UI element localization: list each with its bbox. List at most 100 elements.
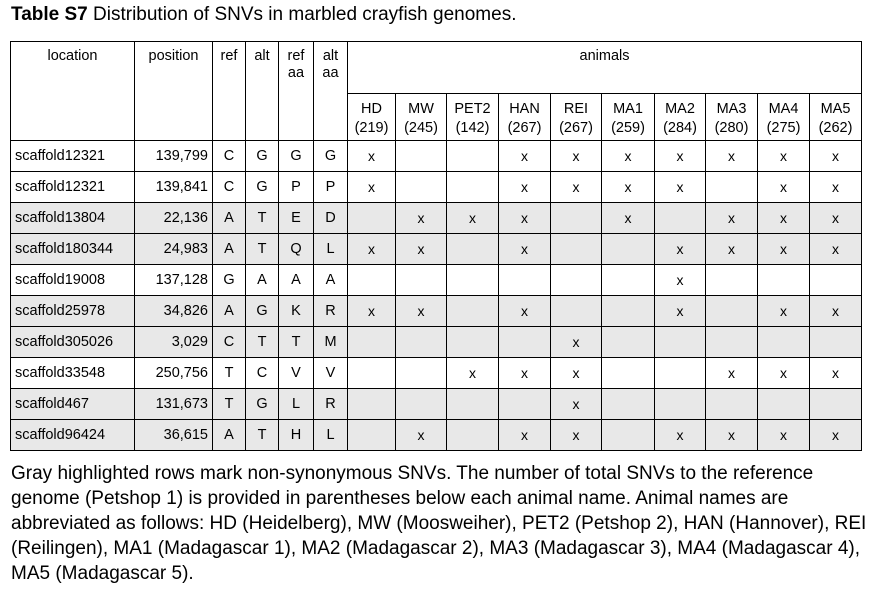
cell-alt-aa: R (313, 388, 348, 420)
cell-presence-ma5: x (809, 140, 862, 172)
animal-name: MA1 (613, 101, 643, 117)
cell-ref: C (212, 326, 246, 358)
cell-presence-ma1 (601, 264, 655, 296)
cell-alt: G (245, 388, 279, 420)
animal-snv-count: (267) (559, 120, 593, 136)
cell-presence-ma2: x (654, 171, 706, 203)
cell-location: scaffold19008 (10, 264, 135, 296)
cell-ref-aa: A (278, 264, 314, 296)
cell-alt-aa: R (313, 295, 348, 327)
cell-presence-ma4 (757, 264, 810, 296)
cell-presence-ma4 (757, 388, 810, 420)
cell-presence-pet2 (446, 140, 499, 172)
cell-presence-ma2 (654, 326, 706, 358)
cell-presence-ma1: x (601, 202, 655, 234)
cell-presence-ma1 (601, 295, 655, 327)
cell-presence-pet2 (446, 264, 499, 296)
cell-presence-han: x (498, 233, 551, 265)
cell-presence-ma5: x (809, 357, 862, 389)
cell-presence-ma3 (705, 295, 758, 327)
cell-presence-ma1 (601, 388, 655, 420)
cell-ref: A (212, 202, 246, 234)
cell-presence-han: x (498, 419, 551, 451)
cell-presence-mw (395, 264, 447, 296)
cell-presence-ma1 (601, 233, 655, 265)
cell-presence-mw: x (395, 233, 447, 265)
cell-ref-aa: G (278, 140, 314, 172)
cell-alt-aa: D (313, 202, 348, 234)
cell-presence-ma2: x (654, 264, 706, 296)
cell-presence-ma3: x (705, 357, 758, 389)
cell-presence-ma1 (601, 357, 655, 389)
cell-presence-pet2 (446, 233, 499, 265)
cell-presence-han (498, 388, 551, 420)
cell-presence-rei: x (550, 171, 602, 203)
cell-presence-mw: x (395, 202, 447, 234)
cell-presence-ma3: x (705, 419, 758, 451)
cell-position: 24,983 (134, 233, 213, 265)
cell-presence-mw: x (395, 419, 447, 451)
cell-presence-han: x (498, 357, 551, 389)
animal-snv-count: (142) (455, 120, 490, 136)
cell-presence-ma1 (601, 419, 655, 451)
cell-presence-ma5 (809, 388, 862, 420)
cell-presence-pet2 (446, 295, 499, 327)
cell-presence-ma5: x (809, 233, 862, 265)
cell-position: 36,615 (134, 419, 213, 451)
cell-alt: T (245, 326, 279, 358)
animal-header-cell: REI (267) (550, 93, 602, 141)
cell-presence-ma4: x (757, 357, 810, 389)
cell-presence-ma3 (705, 326, 758, 358)
cell-presence-hd: x (347, 295, 396, 327)
cell-alt-aa: P (313, 171, 348, 203)
cell-ref: G (212, 264, 246, 296)
animal-name: MA3 (716, 101, 747, 117)
cell-presence-ma4: x (757, 140, 810, 172)
cell-presence-ma5: x (809, 171, 862, 203)
cell-alt-aa: M (313, 326, 348, 358)
cell-presence-rei: x (550, 326, 602, 358)
cell-presence-pet2 (446, 419, 499, 451)
cell-presence-han: x (498, 202, 551, 234)
cell-presence-rei (550, 202, 602, 234)
cell-position: 3,029 (134, 326, 213, 358)
animal-header-cell: PET2 (142) (446, 93, 499, 141)
cell-ref-aa: V (278, 357, 314, 389)
cell-presence-rei: x (550, 419, 602, 451)
animal-name: MW (408, 101, 434, 117)
animal-header-cell: MA2 (284) (654, 93, 706, 141)
cell-ref-aa: H (278, 419, 314, 451)
cell-presence-ma1: x (601, 140, 655, 172)
cell-presence-rei: x (550, 388, 602, 420)
cell-presence-pet2 (446, 388, 499, 420)
cell-presence-han (498, 326, 551, 358)
animal-name: MA4 (768, 101, 799, 117)
cell-ref-aa: Q (278, 233, 314, 265)
cell-location: scaffold180344 (10, 233, 135, 265)
cell-presence-han (498, 264, 551, 296)
cell-presence-hd (347, 419, 396, 451)
cell-alt: G (245, 295, 279, 327)
cell-presence-pet2: x (446, 202, 499, 234)
animal-name: PET2 (454, 101, 491, 117)
animal-name: MA2 (665, 101, 695, 117)
cell-alt-aa: V (313, 357, 348, 389)
header-location: location (10, 41, 135, 141)
cell-position: 22,136 (134, 202, 213, 234)
animal-snv-count: (219) (354, 120, 389, 136)
animal-snv-count: (280) (714, 120, 749, 136)
cell-location: scaffold96424 (10, 419, 135, 451)
cell-alt-aa: L (313, 419, 348, 451)
animal-header-cell: MA1 (259) (601, 93, 655, 141)
cell-presence-rei (550, 264, 602, 296)
header-alt-aa: alt aa (313, 41, 348, 141)
table-title: Table S7 Distribution of SNVs in marbled… (11, 4, 516, 26)
cell-alt: T (245, 233, 279, 265)
cell-location: scaffold33548 (10, 357, 135, 389)
